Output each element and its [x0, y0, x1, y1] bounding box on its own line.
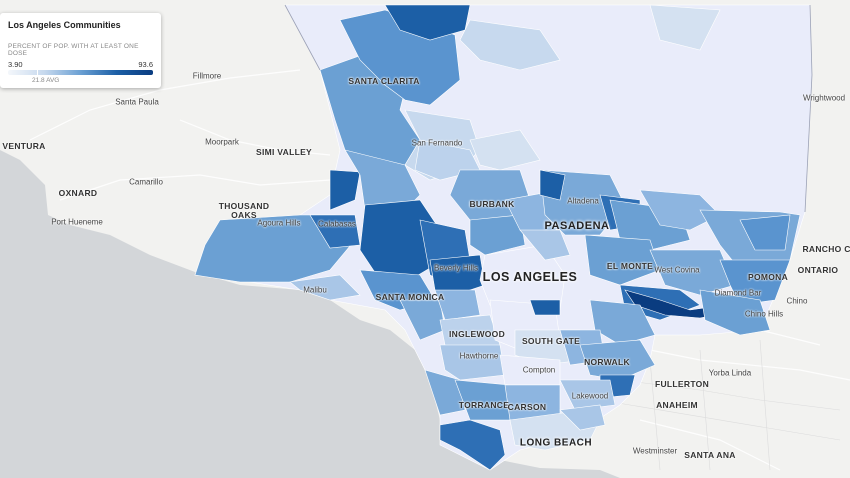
legend-range: 3.90 93.6: [8, 60, 153, 69]
region-culver: [434, 289, 481, 321]
region-redondo: [424, 369, 466, 416]
region-altadena: [539, 169, 566, 201]
region-chatsworth: [329, 169, 361, 211]
map-legend: Los Angeles Communities PERCENT OF POP. …: [0, 13, 161, 88]
legend-average: 21.8 AVG: [32, 77, 60, 84]
county-boundary: [284, 4, 813, 213]
region-norwalk: [579, 339, 656, 381]
region-palos-verdes: [439, 419, 506, 471]
minor-roads: [599, 339, 841, 471]
region-lakewood: [559, 379, 616, 411]
region-compton: [499, 354, 561, 386]
legend-min: 3.90: [8, 60, 23, 69]
region-silverlake: [519, 229, 571, 261]
region-hawthorne: [439, 344, 506, 381]
legend-subtitle: PERCENT OF POP. WITH AT LEAST ONE DOSE: [8, 43, 139, 57]
region-castaic: [384, 4, 471, 41]
legend-color-ramp: [8, 69, 153, 76]
region-north-east-light: [649, 4, 721, 51]
region-south-la-dark: [529, 299, 561, 316]
region-antelope: [459, 19, 561, 71]
region-west-covina: [649, 249, 736, 296]
legend-max: 93.6: [138, 60, 153, 69]
ocean: [0, 150, 620, 478]
region-hollywood: [469, 214, 526, 256]
region-diamond-bar: [699, 289, 771, 336]
region-monrovia: [639, 189, 721, 231]
region-malibu: [289, 274, 361, 301]
region-signal-hill: [559, 404, 606, 431]
legend-avg-marker: [37, 69, 38, 76]
region-sunland: [469, 129, 541, 171]
region-glendora: [739, 214, 791, 251]
region-calabasas: [309, 214, 361, 249]
legend-title: Los Angeles Communities: [8, 20, 121, 30]
community-regions[interactable]: [194, 4, 801, 471]
region-el-monte: [584, 234, 661, 286]
